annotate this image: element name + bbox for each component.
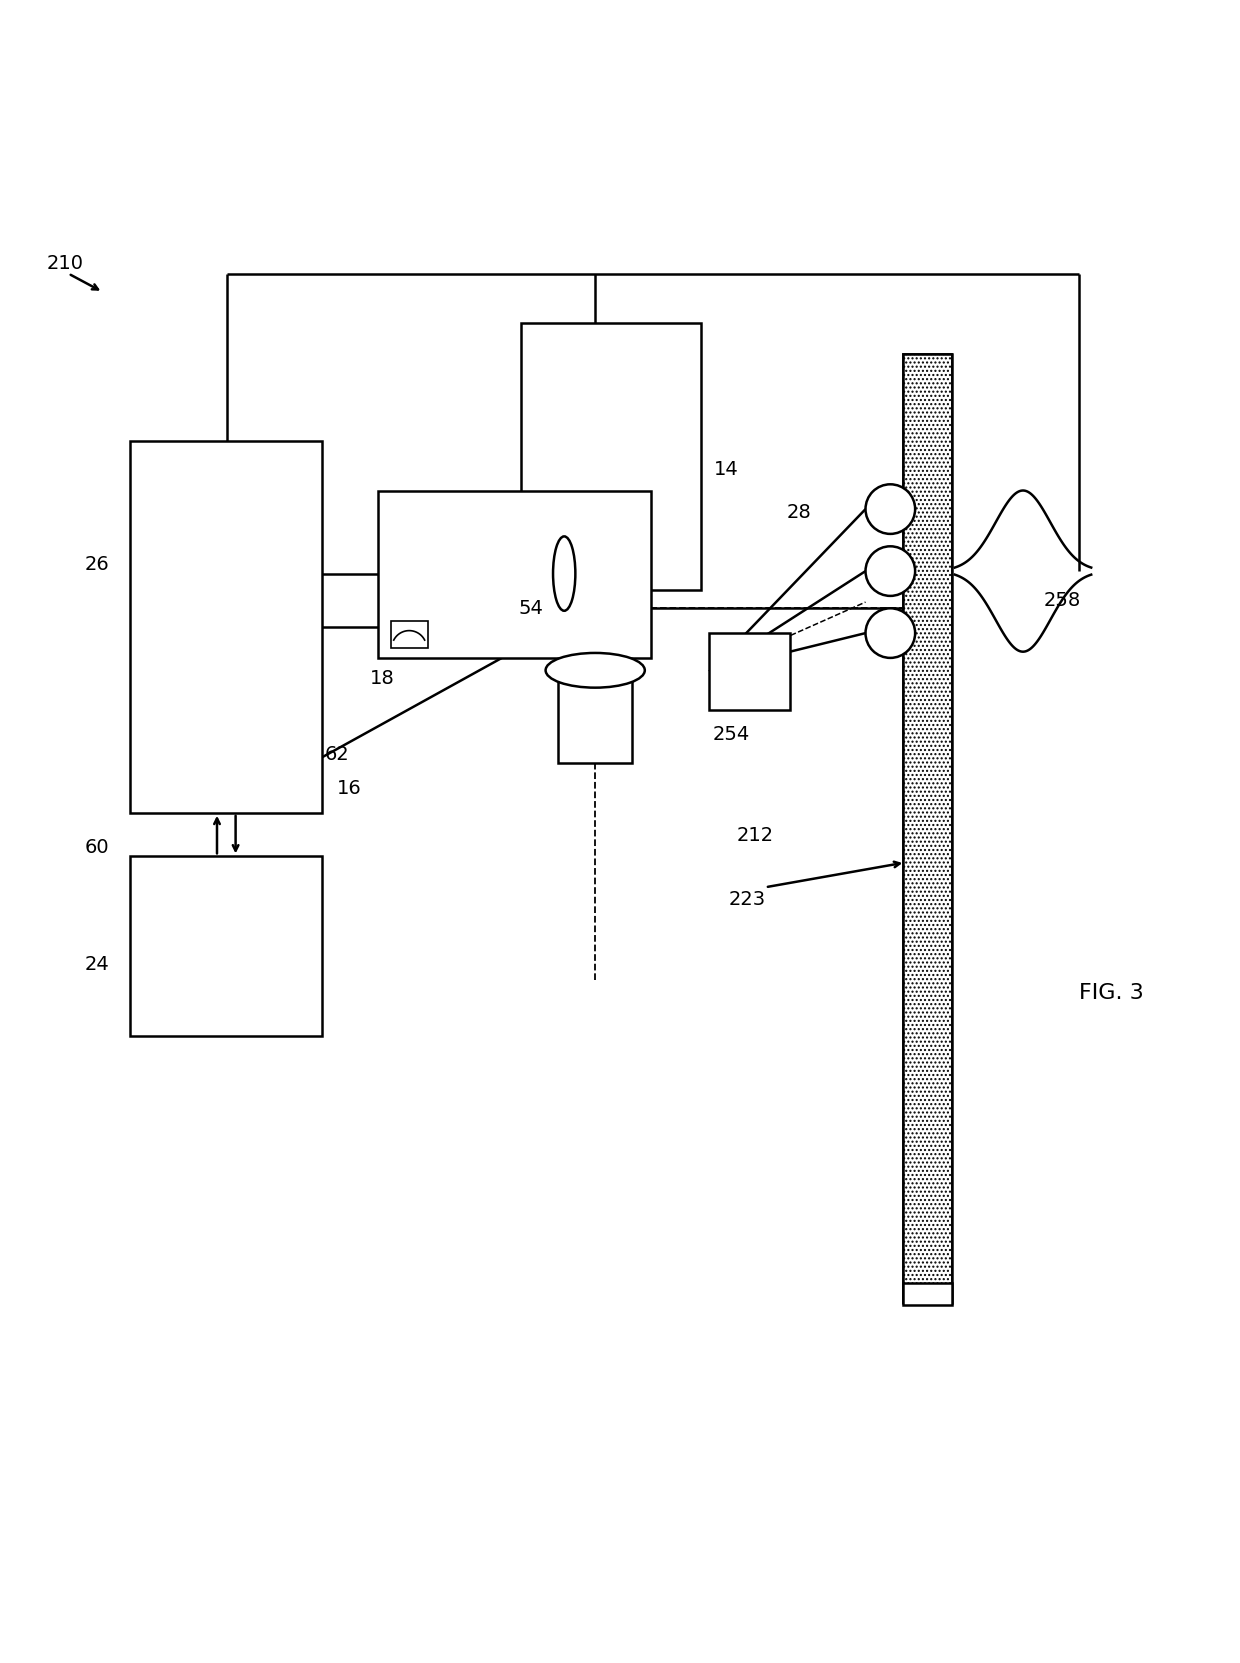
Circle shape — [866, 484, 915, 534]
Text: 54: 54 — [518, 599, 543, 617]
Bar — [558, 590, 632, 763]
Bar — [903, 1282, 952, 1305]
Text: 254: 254 — [713, 725, 750, 745]
Bar — [130, 856, 322, 1036]
Text: 24: 24 — [84, 955, 109, 973]
Text: 62: 62 — [325, 745, 350, 763]
Bar — [391, 620, 428, 649]
Text: FIG. 3: FIG. 3 — [1079, 983, 1143, 1003]
Bar — [903, 354, 952, 1302]
Circle shape — [866, 547, 915, 595]
Text: 14: 14 — [714, 461, 739, 479]
Bar — [521, 323, 701, 590]
Circle shape — [866, 609, 915, 659]
Text: 60: 60 — [84, 838, 109, 856]
Text: 16: 16 — [337, 778, 362, 798]
Bar — [903, 354, 952, 1302]
Text: 18: 18 — [370, 670, 394, 688]
Text: 26: 26 — [84, 555, 109, 574]
Ellipse shape — [546, 654, 645, 688]
Text: 28: 28 — [786, 504, 811, 522]
Bar — [378, 491, 651, 659]
Text: 223: 223 — [729, 890, 766, 910]
Text: 258: 258 — [1044, 592, 1081, 610]
Text: 210: 210 — [47, 254, 84, 273]
Bar — [709, 634, 790, 710]
Bar — [130, 441, 322, 813]
Text: 212: 212 — [737, 827, 774, 845]
Ellipse shape — [553, 537, 575, 610]
